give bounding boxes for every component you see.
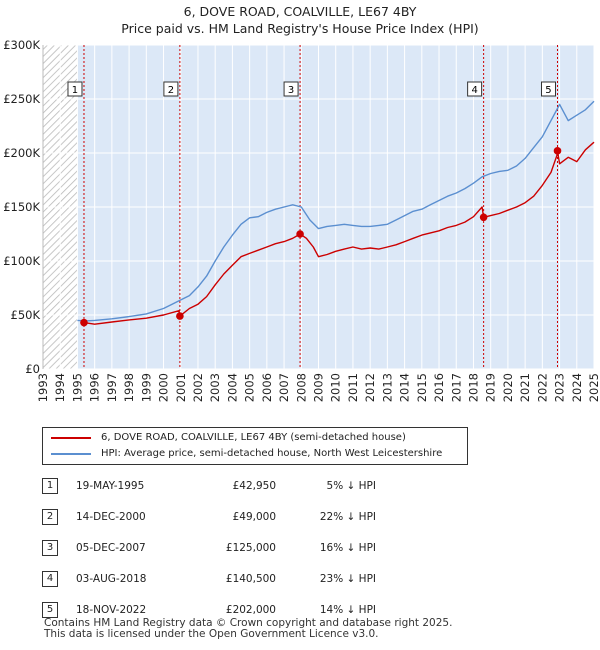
x-tick-label: 1993 [36, 373, 50, 402]
sale-label-box [283, 81, 299, 97]
y-tick-label: £50K [11, 308, 41, 322]
y-tick-label: £0 [25, 362, 40, 376]
x-tick-label: 2019 [484, 373, 498, 402]
sale-label: 4 [471, 85, 477, 96]
x-tick-label: 2021 [518, 373, 532, 402]
sale-date: 18-NOV-2022 [76, 603, 147, 616]
legend-property-label: 6, DOVE ROAD, COALVILLE, LE67 4BY (semi-… [101, 432, 406, 443]
x-tick-label: 1997 [105, 373, 119, 402]
sale-price: £202,000 [225, 603, 276, 616]
sale-point [176, 312, 184, 320]
sale-point [80, 318, 88, 327]
x-tick-label: 1995 [70, 373, 84, 402]
sale-label: 1 [72, 85, 78, 96]
sale-number-badge: 3 [42, 539, 58, 556]
x-tick-label: 2012 [363, 373, 377, 402]
x-tick-label: 2017 [449, 373, 463, 402]
x-tick-label: 2015 [415, 373, 429, 402]
chart-subtitle: Price paid vs. HM Land Registry's House … [121, 21, 479, 36]
sale-label: 3 [288, 85, 294, 96]
sale-number-badge: 4 [42, 570, 58, 587]
table-row: 4 03-AUG-2018 £140,500 23% ↓ HPI [42, 563, 376, 594]
sale-price: £49,000 [232, 510, 276, 523]
property-price-line [83, 141, 595, 325]
x-tick-label: 2002 [191, 373, 205, 402]
x-tick-label: 2020 [501, 373, 515, 402]
sale-date: 14-DEC-2000 [76, 510, 146, 523]
x-tick-label: 2018 [466, 373, 480, 402]
footer-copyright: Contains HM Land Registry data © Crown c… [44, 617, 453, 629]
table-row: 2 14-DEC-2000 £49,000 22% ↓ HPI [42, 501, 376, 532]
table-row: 3 05-DEC-2007 £125,000 16% ↓ HPI [42, 532, 376, 563]
sale-label-box [540, 81, 556, 97]
x-tick-label: 2014 [398, 373, 412, 402]
x-tick-label: 2004 [225, 373, 239, 402]
y-tick-label: £250K [3, 92, 40, 106]
sale-price: £42,950 [232, 479, 276, 492]
x-tick-label: 2006 [260, 373, 274, 402]
sale-point [296, 230, 304, 238]
y-tick-label: £100K [3, 254, 40, 268]
x-tick-label: 2009 [312, 373, 326, 402]
x-tick-label: 2013 [380, 373, 394, 402]
y-tick-label: £150K [3, 200, 40, 214]
sale-number-badge: 2 [42, 508, 58, 525]
sale-price: £140,500 [225, 572, 276, 585]
x-tick-label: 2024 [570, 373, 584, 402]
sale-label: 2 [168, 85, 174, 96]
sale-number-badge: 5 [42, 601, 58, 618]
x-tick-label: 2007 [277, 373, 291, 402]
x-tick-label: 2001 [174, 373, 188, 402]
sale-point [553, 147, 562, 155]
sale-label: 5 [545, 85, 551, 96]
x-tick-label: 2016 [432, 373, 446, 402]
table-row: 5 18-NOV-2022 £202,000 14% ↓ HPI [42, 594, 376, 625]
sale-hpi-diff: 23% ↓ HPI [319, 572, 376, 585]
x-tick-label: 2003 [208, 373, 222, 402]
sale-hpi-diff: 22% ↓ HPI [319, 510, 376, 523]
sale-hpi-diff: 16% ↓ HPI [319, 541, 376, 554]
y-tick-label: £300K [3, 38, 40, 52]
sale-label-box [67, 81, 83, 97]
sale-price: £125,000 [225, 541, 276, 554]
legend-property-line [51, 436, 91, 439]
sale-label-box [467, 81, 483, 97]
footer-licence: This data is licensed under the Open Gov… [44, 628, 379, 640]
x-tick-label: 2023 [553, 373, 567, 402]
footer: Contains HM Land Registry data © Crown c… [44, 618, 452, 640]
table-row: 1 19-MAY-1995 £42,950 5% ↓ HPI [42, 470, 376, 501]
sale-number-badge: 1 [42, 477, 58, 494]
x-tick-label: 1999 [139, 373, 153, 402]
x-tick-label: 2000 [157, 373, 171, 402]
x-tick-label: 1996 [88, 373, 102, 402]
x-tick-label: 1998 [122, 373, 136, 402]
x-tick-label: 2010 [329, 373, 343, 402]
y-tick-label: £200K [3, 146, 40, 160]
legend: 6, DOVE ROAD, COALVILLE, LE67 4BY (semi-… [42, 427, 468, 465]
sale-date: 05-DEC-2007 [76, 541, 146, 554]
hpi-line [77, 100, 595, 322]
sale-date: 19-MAY-1995 [76, 479, 145, 492]
sales-table: 1 19-MAY-1995 £42,950 5% ↓ HPI 2 14-DEC-… [42, 470, 376, 625]
x-tick-label: 2011 [346, 373, 360, 402]
x-tick-label: 2025 [587, 373, 600, 402]
x-tick-label: 1994 [53, 373, 67, 402]
x-tick-label: 2022 [535, 373, 549, 402]
price-chart: 1 2 3 4 5 £0 £50K £100K £150K £200K £250K £300K 1993… [3, 38, 600, 402]
sale-point [479, 213, 488, 222]
sale-label-box [163, 81, 179, 97]
sale-hpi-diff: 14% ↓ HPI [319, 603, 376, 616]
x-tick-label: 2008 [294, 373, 308, 402]
x-tick-label: 2005 [243, 373, 257, 402]
legend-hpi-line [51, 452, 91, 455]
legend-hpi-label: HPI: Average price, semi-detached house,… [101, 448, 443, 459]
sale-date: 03-AUG-2018 [76, 572, 147, 585]
chart-title: 6, DOVE ROAD, COALVILLE, LE67 4BY [183, 4, 417, 19]
sale-hpi-diff: 5% ↓ HPI [326, 479, 376, 492]
